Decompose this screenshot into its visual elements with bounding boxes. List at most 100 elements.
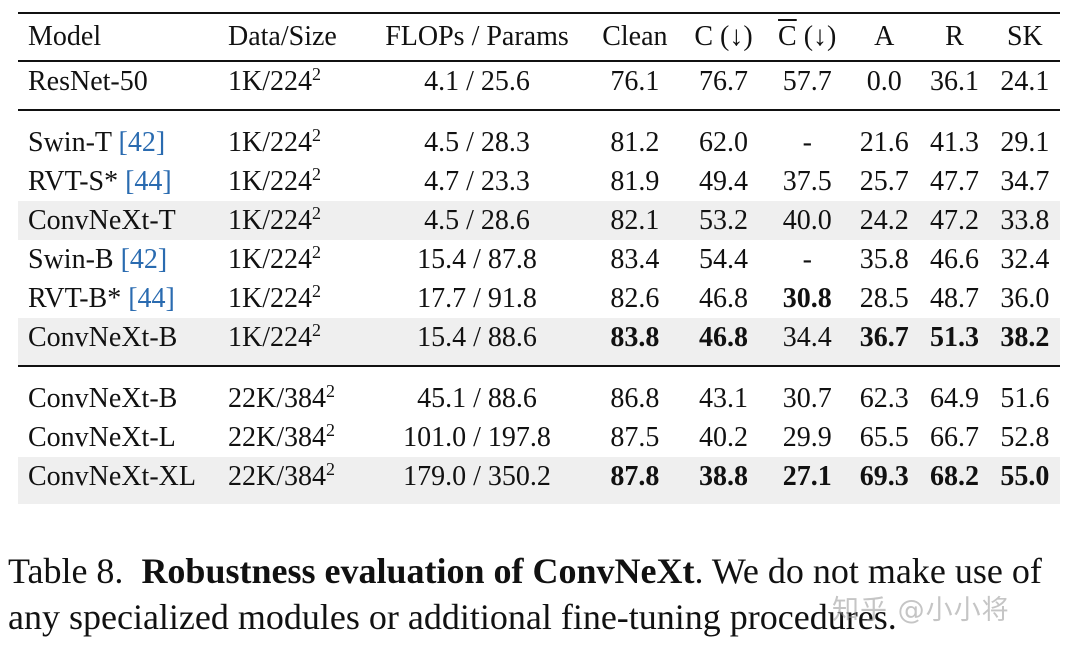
resolution-exponent: 2 <box>326 380 335 401</box>
cell-c: 54.4 <box>699 243 749 275</box>
cell-flops-params: 101.0 / 197.8 <box>403 421 551 453</box>
cell-clean: 83.4 <box>610 243 660 275</box>
cell-model: RVT-B* [44] <box>18 279 228 318</box>
header-cbar-arrow: (↓) <box>796 21 837 52</box>
model-name: RVT-B* <box>28 282 129 314</box>
cell-flops-params: 4.5 / 28.6 <box>366 201 588 240</box>
cell-model: RVT-S* [44] <box>18 162 228 201</box>
cell-r: 47.2 <box>919 201 990 240</box>
cell-data-size: 1K/2242 <box>228 279 366 318</box>
cell-cbar: 34.4 <box>765 318 850 367</box>
data-size-value: 1K/224 <box>228 65 312 97</box>
cell-r: 41.3 <box>930 126 980 158</box>
table-body: ResNet-50 1K/2242 4.1 / 25.6 76.1 76.7 57.7 0.… <box>18 61 1060 504</box>
cell-sk: 38.2 <box>989 318 1060 367</box>
cell-clean: 82.1 <box>588 201 682 240</box>
cell-flops-params: 179.0 / 350.2 <box>366 457 588 504</box>
cell-a: 65.5 <box>859 421 909 453</box>
cell-sk: 55.0 <box>989 457 1060 504</box>
results-table-container: Model Data/Size FLOPs / Params Clean C (… <box>18 12 1060 504</box>
header-model: Model <box>18 12 228 62</box>
cell-data-size: 22K/3842 <box>228 457 366 504</box>
cell-a: 62.3 <box>859 382 909 414</box>
cell-sk: 32.4 <box>1000 243 1050 275</box>
cell-c: 53.2 <box>681 201 766 240</box>
cell-clean: 76.1 <box>588 61 682 111</box>
cell-flops-params: 15.4 / 87.8 <box>417 243 537 275</box>
cell-c: 38.8 <box>681 457 766 504</box>
cell-c: 46.8 <box>699 282 749 314</box>
resolution-exponent: 2 <box>326 458 335 479</box>
header-r: R <box>919 12 990 62</box>
cell-cbar: 29.9 <box>782 421 832 453</box>
cell-clean: 83.8 <box>588 318 682 367</box>
cell-sk: 36.0 <box>1000 282 1050 314</box>
cell-a: 35.8 <box>859 243 909 275</box>
cell-sk: 33.8 <box>989 201 1060 240</box>
header-a: A <box>849 12 920 62</box>
cell-c: 46.8 <box>681 318 766 367</box>
cell-clean: 87.8 <box>588 457 682 504</box>
cell-a: 36.7 <box>849 318 920 367</box>
model-name: ConvNeXt-B <box>28 321 178 353</box>
table-row: ConvNeXt-B 22K/3842 45.1 / 88.6 86.8 43.1 30.… <box>18 366 1060 418</box>
citation-link[interactable]: [44] <box>128 282 175 314</box>
model-name: Swin-T <box>28 126 119 158</box>
robustness-table: Model Data/Size FLOPs / Params Clean C (… <box>18 12 1060 504</box>
header-c: C (↓) <box>681 12 766 62</box>
data-size-value: 1K/224 <box>228 282 312 314</box>
resolution-exponent: 2 <box>312 124 321 145</box>
cell-sk: 34.7 <box>1000 165 1050 197</box>
cell-model: ConvNeXt-B <box>18 366 228 418</box>
cell-data-size: 22K/3842 <box>228 366 366 418</box>
model-name: ResNet-50 <box>28 65 148 97</box>
header-clean: Clean <box>588 12 682 62</box>
cell-r: 48.7 <box>930 282 980 314</box>
cell-a: 69.3 <box>849 457 920 504</box>
table-row: Swin-B [42] 1K/2242 15.4 / 87.8 83.4 54.4-35… <box>18 240 1060 279</box>
cell-c: 76.7 <box>681 61 766 111</box>
citation-link[interactable]: [44] <box>125 165 172 197</box>
table-row: Swin-T [42] 1K/2242 4.5 / 28.3 81.2 62.0-21.… <box>18 110 1060 162</box>
model-name: ConvNeXt-XL <box>28 460 196 492</box>
resolution-exponent: 2 <box>312 241 321 262</box>
data-size-value: 22K/384 <box>228 460 326 492</box>
model-name: Swin-B <box>28 243 121 275</box>
citation-link[interactable]: [42] <box>118 126 166 158</box>
caption-label: Table 8. <box>8 551 124 591</box>
cell-flops-params: 45.1 / 88.6 <box>417 382 537 414</box>
resolution-exponent: 2 <box>312 319 321 340</box>
model-name: ConvNeXt-T <box>28 204 176 236</box>
table-row: ConvNeXt-L 22K/3842 101.0 / 197.8 87.5 40.2 2… <box>18 418 1060 457</box>
cell-a: 0.0 <box>849 61 920 111</box>
cell-clean: 81.2 <box>610 126 660 158</box>
cell-flops-params: 4.5 / 28.3 <box>424 126 530 158</box>
table-caption: Table 8. Robustness evaluation of ConvNe… <box>8 548 1083 640</box>
table-row: ConvNeXt-XL 22K/3842 179.0 / 350.2 87.8 38.8… <box>18 457 1060 504</box>
cell-cbar: 30.8 <box>782 282 832 314</box>
cell-r: 51.3 <box>919 318 990 367</box>
cell-data-size: 1K/2242 <box>228 240 366 279</box>
cell-data-size: 1K/2242 <box>228 201 366 240</box>
resolution-exponent: 2 <box>326 419 335 440</box>
cell-clean: 81.9 <box>610 165 660 197</box>
cell-data-size: 22K/3842 <box>228 418 366 457</box>
data-size-value: 1K/224 <box>228 243 312 275</box>
table-row: ConvNeXt-B 1K/2242 15.4 / 88.6 83.8 46.8 34.4… <box>18 318 1060 367</box>
cell-clean: 82.6 <box>610 282 660 314</box>
cell-cbar: 27.1 <box>765 457 850 504</box>
data-size-value: 22K/384 <box>228 382 326 414</box>
cell-a: 28.5 <box>859 282 909 314</box>
cell-cbar: - <box>802 243 812 275</box>
cell-cbar: 40.0 <box>765 201 850 240</box>
model-name: RVT-S* <box>28 165 126 197</box>
data-size-value: 1K/224 <box>228 165 312 197</box>
header-flops-params: FLOPs / Params <box>366 12 588 62</box>
data-size-value: 1K/224 <box>228 204 312 236</box>
cell-a: 24.2 <box>849 201 920 240</box>
cell-model: Swin-B [42] <box>18 240 228 279</box>
model-name: ConvNeXt-B <box>28 382 178 414</box>
cell-flops-params: 4.7 / 23.3 <box>424 165 530 197</box>
citation-link[interactable]: [42] <box>120 243 168 275</box>
cell-r: 47.7 <box>930 165 980 197</box>
